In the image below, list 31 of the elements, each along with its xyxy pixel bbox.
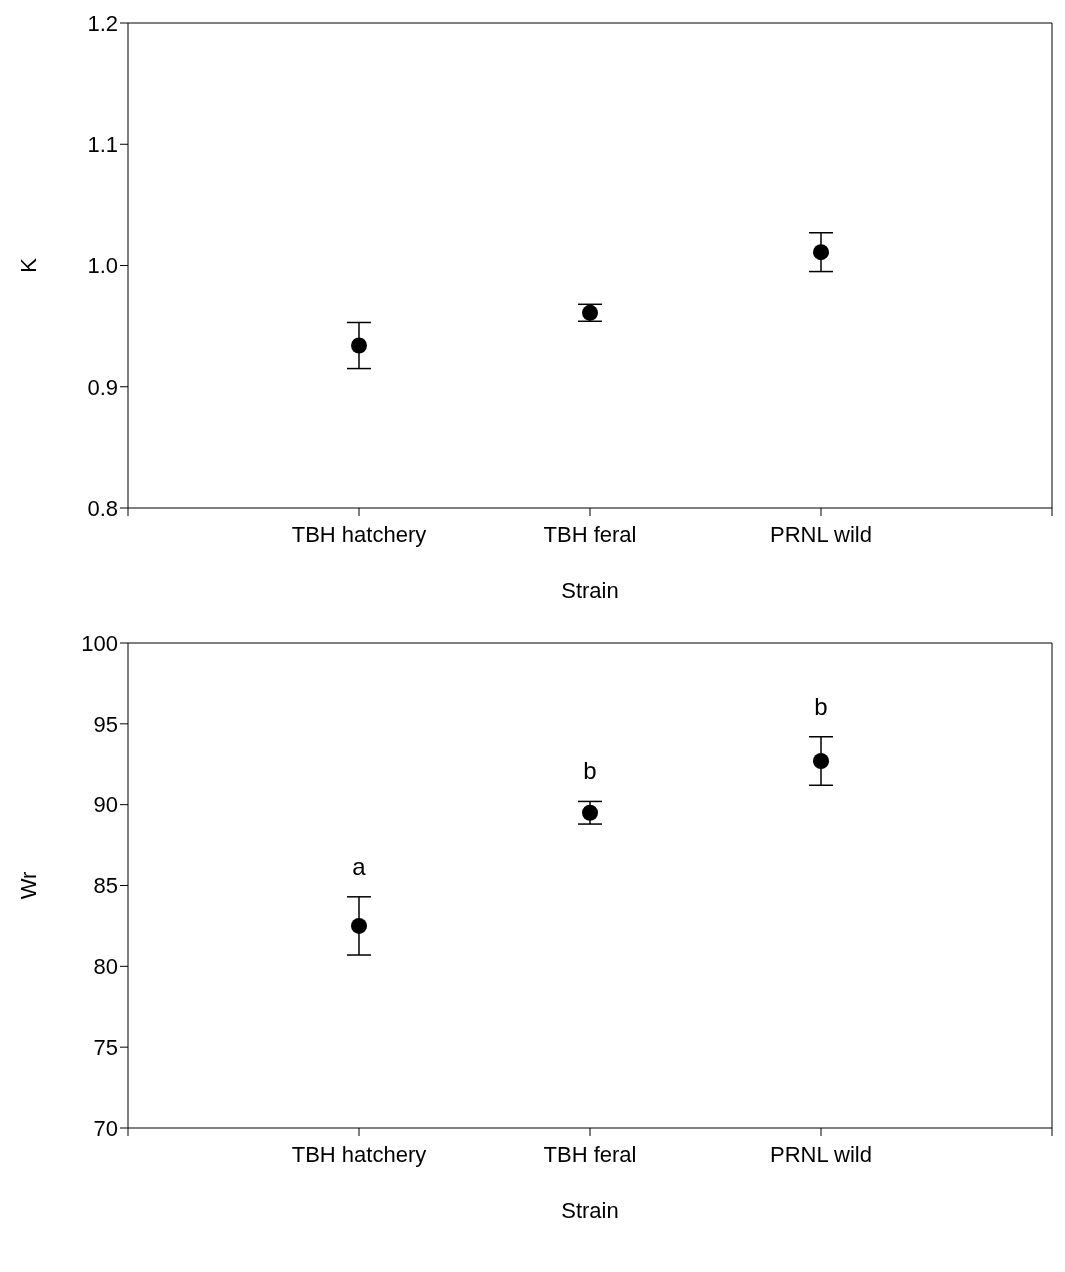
- x-axis-title: Strain: [561, 1198, 619, 1223]
- x-tick-label: PRNL wild: [770, 1141, 872, 1167]
- point: [813, 753, 829, 770]
- x-tick-label: TBH feral: [543, 1141, 637, 1167]
- y-tick-label: 70: [93, 1115, 118, 1141]
- y-tick-label: 90: [93, 792, 118, 818]
- y-tick-label: 1.0: [87, 253, 118, 279]
- x-tick-label: PRNL wild: [770, 521, 872, 547]
- y-tick-label: 1.2: [87, 10, 118, 36]
- point: [582, 804, 598, 821]
- point: [351, 917, 367, 934]
- y-tick-label: 0.8: [87, 495, 118, 521]
- annotation: b: [814, 692, 828, 720]
- y-tick-label: 1.1: [87, 132, 118, 158]
- point: [351, 337, 367, 354]
- y-tick-label: 0.9: [87, 374, 118, 400]
- y-axis-title: K: [15, 257, 41, 273]
- y-tick-label: 75: [93, 1034, 118, 1060]
- y-tick-label: 100: [81, 630, 118, 656]
- x-tick-label: TBH feral: [543, 521, 637, 547]
- x-tick-label: TBH hatchery: [291, 521, 427, 547]
- y-tick-label: 85: [93, 873, 118, 899]
- point: [813, 244, 829, 261]
- annotation: a: [352, 852, 367, 880]
- y-tick-label: 95: [93, 711, 118, 737]
- y-tick-label: 80: [93, 954, 118, 980]
- annotation: b: [583, 757, 597, 785]
- point: [582, 304, 598, 321]
- y-axis-title: Wr: [15, 871, 41, 900]
- x-tick-label: TBH hatchery: [291, 1141, 427, 1167]
- x-axis-title: Strain: [561, 578, 619, 603]
